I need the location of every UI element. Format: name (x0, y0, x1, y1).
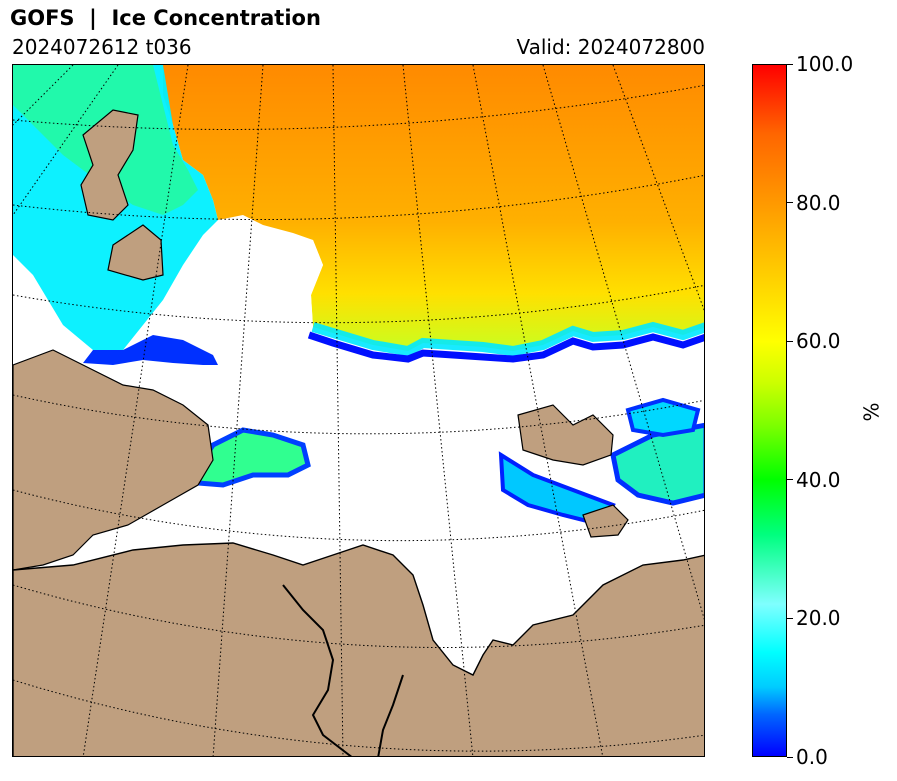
landmass-island-southeast (582, 504, 629, 538)
ice-floe-east (613, 425, 704, 503)
landmass-islands-east (517, 404, 614, 466)
landmass-mainland-west (13, 349, 214, 571)
colorbar-tick-label: 0.0 (796, 745, 828, 769)
colorbar (752, 64, 787, 757)
colorbar-unit: % (859, 402, 884, 422)
ice-floe-northeast (625, 397, 701, 438)
colorbar-tick (787, 617, 793, 619)
pack-ice-outer-edge (307, 331, 704, 363)
valid-time-label: Valid: 2024072800 (516, 35, 705, 59)
pack-ice-region (163, 65, 704, 351)
colorbar-tick (787, 340, 793, 342)
colorbar-tick-label: 40.0 (796, 467, 841, 492)
map-title: GOFS | Ice Concentration (10, 6, 321, 30)
landmass-islands-northwest (80, 109, 139, 221)
colorbar-tick-label: 80.0 (796, 190, 841, 215)
river (282, 584, 353, 756)
landmass-island-west (107, 224, 164, 281)
colorbar-tick-label: 20.0 (796, 606, 841, 631)
init-time-label: 2024072612 t036 (12, 35, 192, 59)
colorbar-tick (787, 479, 793, 481)
river-east (377, 674, 404, 756)
colorbar-tick (787, 756, 793, 758)
graticule (13, 65, 704, 756)
marginal-ice-band (83, 335, 218, 365)
ice-floe-west (198, 430, 308, 485)
colorbar-tick-label: 60.0 (796, 329, 841, 354)
landmass-mainland-south (13, 542, 704, 756)
colorbar-tick-label: 100.0 (796, 52, 854, 76)
ice-concentration-map (13, 65, 704, 756)
map-panel (12, 64, 705, 757)
pack-ice-edge (311, 321, 704, 357)
colorbar-tick (787, 63, 793, 65)
colorbar-tick (787, 202, 793, 204)
open-water-patch (218, 230, 323, 327)
